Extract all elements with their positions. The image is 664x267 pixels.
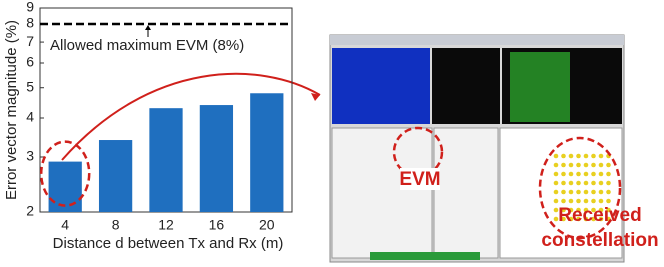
dot	[606, 207, 611, 213]
dot	[553, 216, 559, 222]
dot	[553, 189, 559, 195]
dot	[561, 153, 566, 159]
dot	[561, 180, 566, 186]
dot	[553, 162, 559, 168]
reference-arrowhead	[145, 24, 151, 30]
dot	[591, 153, 596, 159]
dot	[568, 171, 574, 177]
constellation-dots	[553, 153, 611, 222]
dot	[561, 189, 566, 195]
bar-circle	[39, 140, 91, 207]
dot	[591, 180, 596, 186]
dot	[591, 207, 596, 213]
reference-label: Allowed maximum EVM (8%)	[50, 37, 244, 54]
dot	[606, 171, 611, 177]
dot	[576, 189, 581, 195]
dot	[561, 216, 566, 222]
dot	[598, 153, 604, 159]
dot	[598, 207, 604, 213]
dot	[553, 198, 559, 204]
dot	[568, 207, 574, 213]
y-tick-label: 4	[26, 109, 34, 125]
dot	[583, 171, 589, 177]
x-tick-label: 12	[158, 217, 174, 233]
dot	[606, 180, 611, 186]
x-axis-label: Distance d between Tx and Rx (m)	[53, 235, 284, 252]
dot	[591, 216, 596, 222]
constellation-circle	[538, 136, 622, 240]
dot	[568, 198, 574, 204]
bar	[149, 108, 183, 212]
dot	[598, 198, 604, 204]
dot	[583, 198, 589, 204]
dot	[576, 171, 581, 177]
dot	[598, 189, 604, 195]
dot	[591, 171, 596, 177]
arrow-head	[311, 93, 320, 101]
x-tick-label: 8	[112, 217, 120, 233]
dot	[598, 180, 604, 186]
y-tick-label: 3	[26, 148, 34, 164]
dot	[553, 171, 559, 177]
link-arrow	[61, 72, 321, 161]
dot	[576, 216, 581, 222]
dot	[576, 207, 581, 213]
dot	[568, 216, 574, 222]
dot	[591, 162, 596, 168]
callout: EVM	[399, 169, 440, 190]
dot	[598, 162, 604, 168]
callout: constellation	[541, 230, 658, 251]
bar	[250, 93, 284, 212]
dot	[598, 171, 604, 177]
dot	[568, 180, 574, 186]
x-tick-label: 4	[61, 217, 69, 233]
dot	[561, 171, 566, 177]
dot	[553, 207, 559, 213]
dot	[576, 162, 581, 168]
dot	[561, 198, 566, 204]
bar	[48, 161, 82, 212]
dot	[568, 162, 574, 168]
dot	[606, 189, 611, 195]
y-tick-label: 8	[26, 15, 34, 31]
dot	[598, 216, 604, 222]
bar	[199, 105, 234, 212]
x-tick-label: 16	[209, 217, 225, 233]
x-tick-label: 20	[259, 217, 275, 233]
y-axis-label: Error vector magnitude (%)	[3, 20, 20, 200]
bar	[98, 140, 133, 212]
dot	[576, 198, 581, 204]
dot	[576, 153, 581, 159]
dot	[606, 198, 611, 204]
dot	[553, 180, 559, 186]
dot	[591, 198, 596, 204]
label-bg	[400, 168, 440, 190]
dot	[591, 189, 596, 195]
dot	[568, 189, 574, 195]
analyzer-screenshot	[329, 34, 625, 263]
dot	[606, 162, 611, 168]
dot	[583, 180, 589, 186]
dot	[576, 180, 581, 186]
y-tick-label: 6	[26, 54, 34, 70]
y-tick-label: 9	[26, 0, 34, 15]
dot	[568, 153, 574, 159]
dot	[583, 153, 589, 159]
y-tick-label: 2	[26, 203, 34, 219]
dot	[553, 153, 559, 159]
dot	[583, 216, 589, 222]
dot	[583, 189, 589, 195]
dot	[583, 207, 589, 213]
y-tick-label: 5	[26, 78, 34, 94]
dot	[561, 162, 566, 168]
dot	[583, 162, 589, 168]
y-tick-label: 7	[26, 33, 34, 49]
dot	[561, 207, 566, 213]
callout: Received	[558, 205, 641, 226]
